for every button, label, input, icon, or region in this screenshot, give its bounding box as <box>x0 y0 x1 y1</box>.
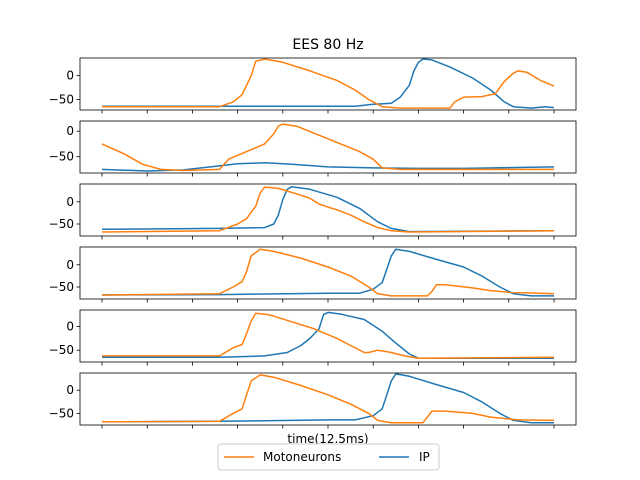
subplot-3: 0 −50 <box>49 183 577 240</box>
axes-frame <box>79 120 577 174</box>
x-axis-label: time(12.5ms) <box>287 432 368 446</box>
series-line-motoneurons <box>101 186 555 233</box>
legend-label-ip: IP <box>419 450 430 464</box>
y-tick-label: 0 <box>66 124 74 138</box>
series-line-ip <box>101 185 555 233</box>
y-tick-label: 0 <box>66 320 74 334</box>
chart-title: EES 80 Hz <box>292 37 363 53</box>
axes-frame <box>79 372 577 426</box>
series-line-motoneurons <box>101 123 554 172</box>
subplot-1: 0 −50 <box>49 57 577 114</box>
legend-frame <box>217 443 440 471</box>
series-line-ip <box>101 373 554 424</box>
y-tick-label: −50 <box>49 280 74 294</box>
y-tick-label: 0 <box>66 69 74 83</box>
subplot-2: 0 −50 <box>49 120 577 177</box>
y-tick-label: −50 <box>49 217 74 231</box>
series-line-ip <box>101 248 554 297</box>
series-line-ip <box>102 58 555 109</box>
axes-frame <box>79 309 577 363</box>
y-tick-label: −50 <box>49 343 74 357</box>
y-tick-label: −50 <box>49 406 74 420</box>
series-line-motoneurons <box>101 374 555 424</box>
legend: Motoneurons IP <box>217 443 440 471</box>
y-tick-label: 0 <box>66 195 74 209</box>
subplot-6: 0 −50 <box>49 372 577 429</box>
y-tick-label: −50 <box>49 93 74 107</box>
subplot-5: 0 −50 <box>49 309 577 366</box>
series-line-motoneurons <box>102 58 555 109</box>
subplot-4: 0 −50 <box>49 246 577 303</box>
series-line-ip <box>102 311 554 359</box>
y-tick-label: 0 <box>66 383 74 397</box>
legend-label-motoneurons: Motoneurons <box>263 450 341 464</box>
subplot-panels: 0 −50 0 −50 0 −50 0 −50 0 −50 0 −50 <box>49 57 577 429</box>
y-tick-label: 0 <box>66 258 74 272</box>
series-line-motoneurons <box>102 312 555 359</box>
series-line-motoneurons <box>101 248 555 297</box>
y-tick-label: −50 <box>49 150 74 164</box>
